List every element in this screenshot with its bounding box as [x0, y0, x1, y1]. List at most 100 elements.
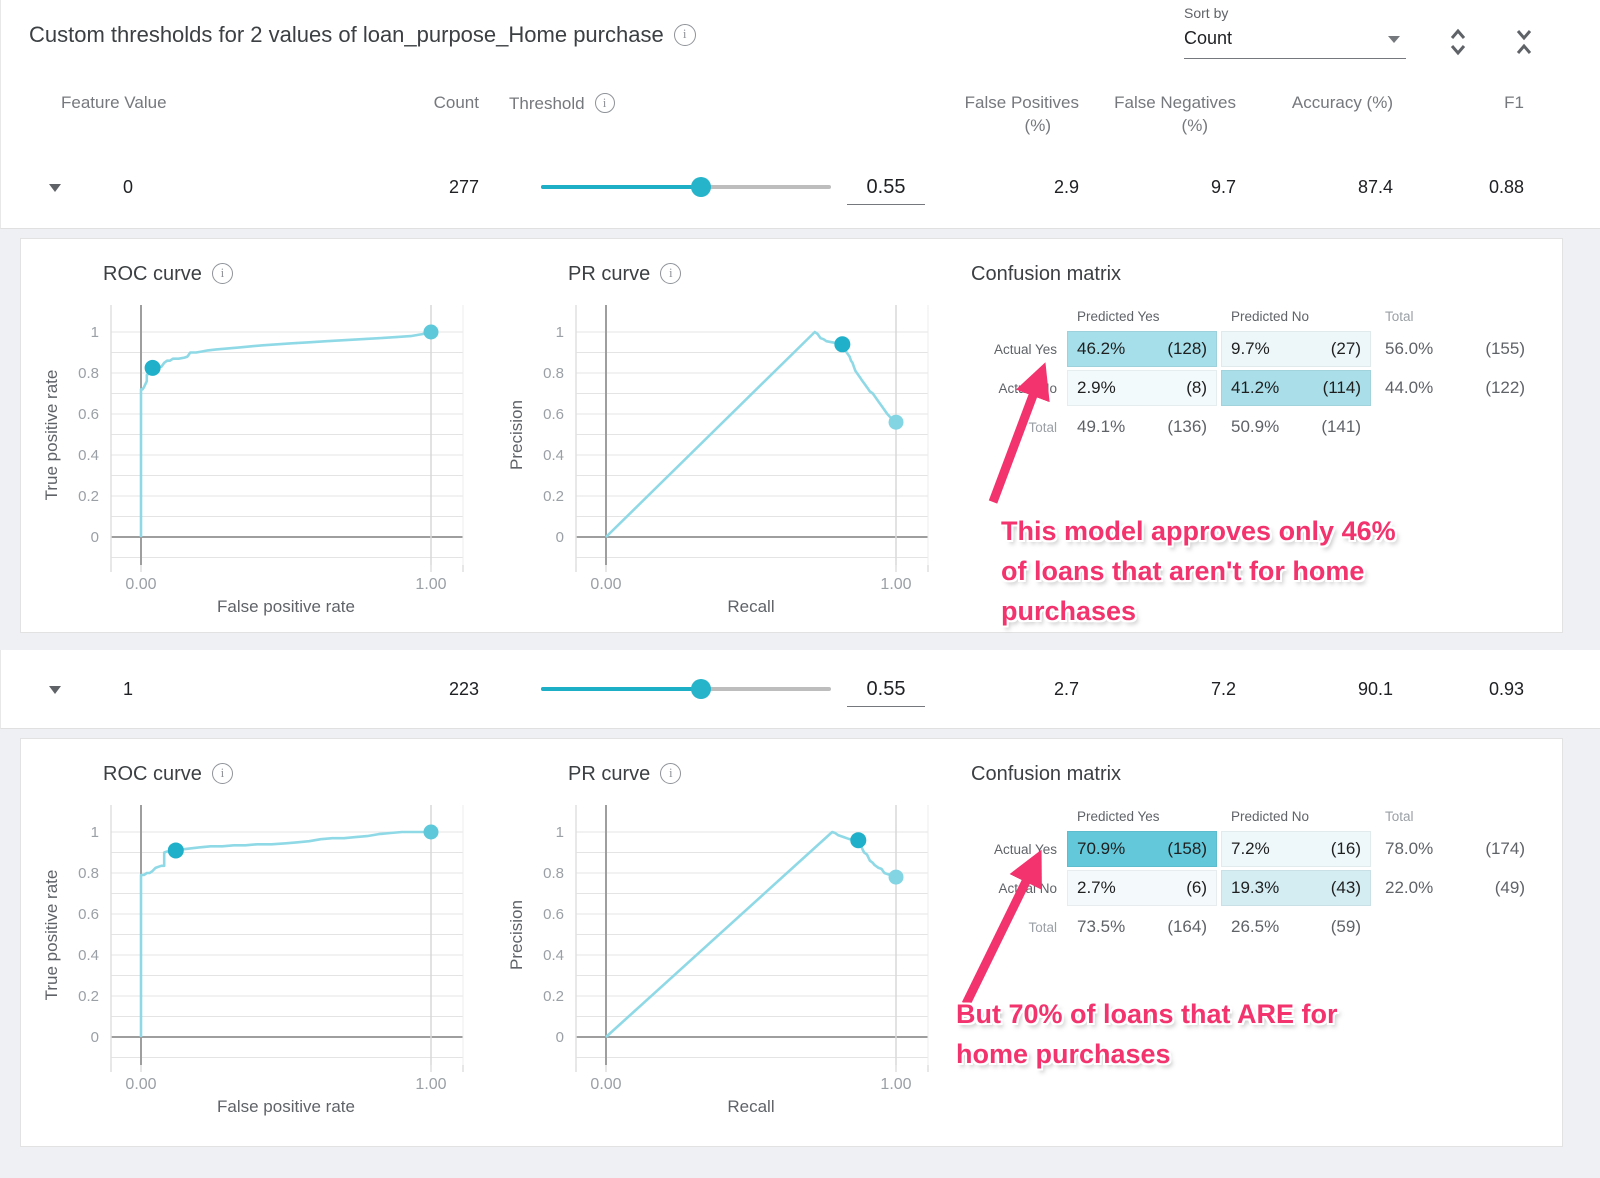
cm-total-actual-yes: 78.0% (174)	[1385, 839, 1525, 858]
count-value: 223	[448, 679, 479, 699]
sort-by-dropdown[interactable]: Sort by Count	[1184, 5, 1406, 59]
roc-info-icon[interactable]	[211, 763, 233, 784]
svg-text:True positive rate: True positive rate	[42, 370, 61, 501]
svg-text:0.4: 0.4	[78, 947, 99, 964]
expand-row-icon[interactable]	[49, 686, 61, 694]
threshold-input[interactable]	[847, 170, 925, 205]
roc-chart: 0 0.2 0.4 0.6 0.8 1 0.00 1.00 False positive rat…	[41, 297, 481, 627]
svg-text:0.6: 0.6	[543, 406, 564, 423]
detail-panel-0: ROC curve 0 0.2 0.4 0.6 0.8 1 0.00 1.00 False po…	[20, 238, 1563, 633]
roc-chart-title: ROC curve	[103, 763, 233, 786]
page-background	[0, 1147, 1600, 1178]
svg-text:Precision: Precision	[507, 900, 526, 970]
confusion-matrix: Confusion matrix Predicted Yes Predicted…	[971, 263, 1535, 445]
cm-col-total: Total	[1385, 808, 1414, 824]
pr-chart: 0 0.2 0.4 0.6 0.8 1 0.00 1.00 Recall Precision	[506, 297, 946, 627]
cm-cell-tn: 41.2% (114)	[1221, 370, 1371, 406]
cm-row-total: Total	[1028, 919, 1057, 935]
cm-cell-fn: 7.2% (16)	[1221, 831, 1371, 867]
cm-total-actual-no: 44.0% (122)	[1385, 378, 1525, 397]
cm-col-predicted-yes: Predicted Yes	[1077, 808, 1160, 824]
cm-row-total: Total	[1028, 419, 1057, 435]
cm-cell-fp: 2.9% (8)	[1067, 370, 1217, 406]
svg-text:0.00: 0.00	[590, 576, 621, 593]
cm-total-predicted-no: 26.5% (59)	[1231, 917, 1361, 936]
false-positives-value: 2.9	[1053, 177, 1079, 197]
svg-text:0.00: 0.00	[125, 1076, 156, 1093]
svg-text:0.00: 0.00	[590, 1076, 621, 1093]
cm-total-actual-no: 22.0% (49)	[1385, 878, 1525, 897]
col-feature-value: Feature Value	[61, 93, 167, 112]
svg-text:0: 0	[91, 1029, 99, 1046]
svg-text:0.6: 0.6	[78, 906, 99, 923]
svg-text:0.2: 0.2	[78, 488, 99, 505]
col-false-negatives: False Negatives (%)	[1114, 93, 1236, 135]
slider-thumb[interactable]	[690, 679, 711, 699]
cm-col-predicted-no: Predicted No	[1231, 808, 1310, 824]
feature-row-0: 0 277 2.9 9.7 87.4 0.88	[0, 148, 1600, 229]
svg-text:True positive rate: True positive rate	[42, 870, 61, 1001]
svg-text:False positive rate: False positive rate	[217, 1097, 355, 1116]
svg-text:0: 0	[91, 529, 99, 546]
svg-text:False positive rate: False positive rate	[217, 597, 355, 616]
threshold-info-icon[interactable]	[594, 93, 615, 113]
svg-text:0.8: 0.8	[543, 865, 564, 882]
svg-text:0.4: 0.4	[543, 447, 564, 464]
roc-chart: 0 0.2 0.4 0.6 0.8 1 0.00 1.00 False positive rat…	[41, 797, 481, 1127]
svg-text:1.00: 1.00	[880, 1076, 911, 1093]
svg-text:Precision: Precision	[507, 400, 526, 470]
confusion-matrix-title: Confusion matrix	[971, 763, 1122, 785]
svg-text:0.4: 0.4	[78, 447, 99, 464]
confusion-matrix: Confusion matrix Predicted Yes Predicted…	[971, 763, 1535, 945]
cm-total-predicted-yes: 73.5% (164)	[1077, 917, 1207, 936]
svg-text:0.2: 0.2	[543, 488, 564, 505]
pr-chart-title: PR curve	[568, 263, 682, 286]
threshold-slider[interactable]	[541, 679, 831, 699]
annotation-text: This model approves only 46% of loans th…	[1001, 516, 1396, 626]
svg-text:1: 1	[556, 824, 564, 841]
svg-text:1.00: 1.00	[880, 576, 911, 593]
roc-info-icon[interactable]	[211, 263, 233, 284]
svg-text:1: 1	[556, 324, 564, 341]
svg-text:0.2: 0.2	[543, 988, 564, 1005]
threshold-input[interactable]	[847, 672, 925, 707]
detail-panel-1: ROC curve 0 0.2 0.4 0.6 0.8 1 0.00 1.00 False po…	[20, 738, 1563, 1147]
header-bar: Custom thresholds for 2 values of loan_p…	[0, 0, 1600, 72]
pr-chart: 0 0.2 0.4 0.6 0.8 1 0.00 1.00 Recall Precision	[506, 797, 946, 1127]
cm-cell-fn: 9.7% (27)	[1221, 331, 1371, 367]
cm-cell-tp: 46.2% (128)	[1067, 331, 1217, 367]
slider-fill	[541, 687, 701, 691]
slider-thumb[interactable]	[690, 177, 711, 197]
cm-col-predicted-yes: Predicted Yes	[1077, 308, 1160, 324]
cm-total-predicted-yes: 49.1% (136)	[1077, 417, 1207, 436]
false-negatives-value: 7.2	[1210, 679, 1236, 699]
svg-text:0.2: 0.2	[78, 988, 99, 1005]
accuracy-value: 87.4	[1357, 177, 1393, 197]
col-false-positives: False Positives (%)	[964, 93, 1079, 135]
confusion-matrix-title: Confusion matrix	[971, 263, 1122, 285]
pr-chart-title: PR curve	[568, 763, 682, 786]
pr-info-icon[interactable]	[660, 763, 682, 784]
title-info-icon[interactable]	[673, 24, 696, 46]
annotation-arrow	[988, 362, 1050, 504]
col-threshold: Threshold	[509, 93, 615, 114]
svg-text:0.6: 0.6	[543, 906, 564, 923]
cm-total-actual-yes: 56.0% (155)	[1385, 339, 1525, 358]
sort-by-value[interactable]: Count	[1184, 28, 1406, 59]
threshold-slider[interactable]	[541, 177, 831, 197]
feature-row-1: 1 223 2.7 7.2 90.1 0.93	[0, 650, 1600, 729]
false-negatives-value: 9.7	[1210, 177, 1236, 197]
cm-cell-tn: 19.3% (43)	[1221, 870, 1371, 906]
pr-info-icon[interactable]	[660, 263, 682, 284]
svg-text:0.00: 0.00	[125, 576, 156, 593]
collapse-icon[interactable]	[1509, 26, 1539, 58]
svg-text:0.4: 0.4	[543, 947, 564, 964]
unfold-more-icon[interactable]	[1443, 26, 1473, 58]
svg-text:0.8: 0.8	[543, 365, 564, 382]
page-title: Custom thresholds for 2 values of loan_p…	[29, 22, 696, 48]
svg-text:Recall: Recall	[727, 1097, 774, 1116]
svg-text:1.00: 1.00	[415, 1076, 446, 1093]
expand-row-icon[interactable]	[49, 184, 61, 192]
svg-text:0.6: 0.6	[78, 406, 99, 423]
cm-col-total: Total	[1385, 308, 1414, 324]
